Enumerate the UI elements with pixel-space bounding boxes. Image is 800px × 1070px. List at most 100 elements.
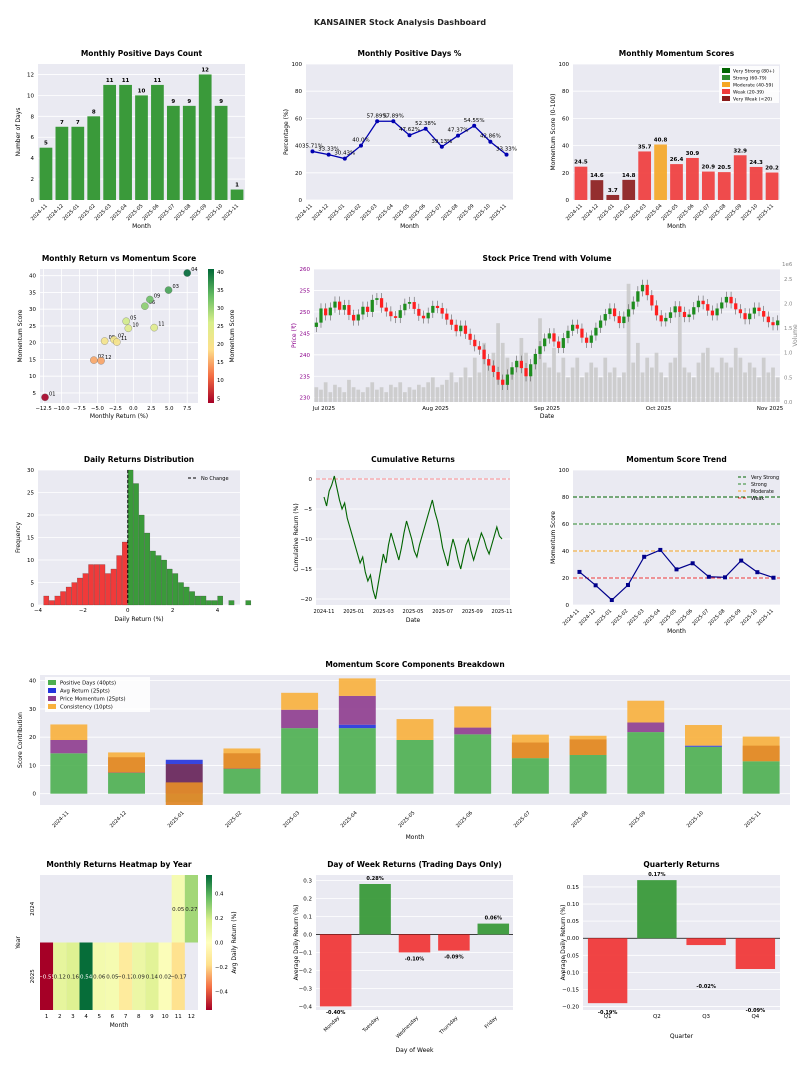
data-label: 14.8 [622,173,636,179]
data-point [755,570,760,575]
bar [214,105,228,200]
cell-label: −0.17 [170,974,187,980]
y-tick-label: 0 [31,198,35,204]
stacked-bar-segment [454,706,492,728]
x-tick-label: 7.5 [183,406,191,412]
y-tick-label: 0.3 [303,878,312,884]
data-label: 3.7 [608,188,618,194]
x-tick-label: Oct 2025 [646,406,672,412]
volume-bar [552,347,556,402]
histogram-bar [71,582,78,606]
volume-bar [705,347,710,402]
histogram-bar [99,564,106,606]
plot-area [573,470,780,605]
point-label: 05 [130,315,136,321]
data-point [423,126,428,131]
volume-bar [561,357,566,402]
data-label: 20.9 [702,165,716,171]
candle-body [463,325,468,334]
x-tick-label: 2025-09 [628,810,647,829]
stacked-bar-segment [685,725,722,746]
y-tick-label: 30 [27,468,34,474]
volume-bar [715,372,719,402]
data-label: 39.13% [431,139,452,145]
cell-label: 0.06 [93,974,106,980]
data-point [310,149,315,154]
cell-label: 0.09 [133,974,146,980]
colorbar-tick: 30 [217,306,224,312]
x-tick-label: −4 [34,608,43,614]
plot-area [316,470,510,605]
volume-bar [757,377,761,402]
candle-body [622,316,626,324]
stacked-bar-segment [338,678,376,696]
volume-bar [430,377,435,402]
stacked-bar-segment [454,727,492,735]
heatmap-cell [40,942,54,1010]
volume-bar [631,362,636,402]
candle-body [398,310,402,318]
histogram-bar [166,568,173,606]
scatter-point [164,286,173,294]
volume-bar [580,377,584,402]
stacked-bar-segment [338,724,376,729]
x-tick-label: 2025-03 [373,609,394,615]
data-point [690,561,695,566]
histogram-bar [110,568,117,606]
data-label: 20.2 [765,166,779,172]
x-tick-label: 2025-11 [221,203,240,222]
candle-body [575,324,579,329]
candle-body [375,298,379,300]
data-point [674,567,679,572]
y-axis-label: Cumulative Return (%) [293,503,300,571]
data-point [326,152,331,157]
row-label: 2025 [30,969,36,983]
y-tick-label: −0.20 [562,1005,579,1011]
volume-bar [663,377,668,402]
legend-label: Very Weak (<20) [733,97,772,103]
y-tick-label: 230 [300,396,311,402]
bar [359,884,391,935]
colorbar [208,269,214,403]
x-tick-label: 2025-11 [756,608,775,627]
candle-body [692,307,696,315]
point-label: 12 [105,355,111,361]
y-axis-label: Number of Days [15,108,22,157]
y2-axis-label: Volume [792,324,799,347]
x-tick-label: 2025-05 [403,609,424,615]
candle-body [333,301,337,308]
y-tick-label: 0.1 [303,914,312,920]
stacked-bar-segment [108,757,145,773]
data-label: -0.19% [598,1010,617,1016]
candle-body [538,346,542,354]
y-tick-label: 260 [300,267,311,273]
x-tick-label: 2025-11 [492,609,513,615]
y-tick-label: 0.2 [303,896,312,902]
candle-body [519,360,524,369]
volume-bar [542,362,547,402]
histogram-bar [116,555,122,606]
volume-bar [347,379,351,402]
y-tick-label: 5 [33,391,37,397]
x-tick-label: −7.5 [73,406,86,412]
data-label: 11 [106,78,114,84]
candle-body [636,291,640,302]
volume-bar [761,357,766,402]
legend-swatch [722,68,730,73]
y-tick-label: −0.4 [299,1004,313,1010]
return-vs-momentum-panel: Monthly Return vs Momentum Score 5 10 15 20 2… [0,245,265,445]
volume-bar [314,387,319,402]
x-tick-label: Thursday [438,1015,459,1036]
colorbar-tick: 0.2 [215,916,223,922]
data-label: 57.89% [383,113,404,119]
volume-bar [407,387,412,402]
volume-bar [426,382,431,402]
y-tick-label: 30 [29,707,36,713]
data-label: 11 [154,78,162,84]
heatmap-cell [66,942,80,1010]
x-axis-label: Date [406,617,421,624]
scatter-point [122,317,130,326]
y2-tick-label: 0.0 [784,400,793,406]
heatmap-chart: Monthly Returns Heatmap by Year Month Year… [15,860,238,1029]
data-label: 35.7 [638,144,652,150]
